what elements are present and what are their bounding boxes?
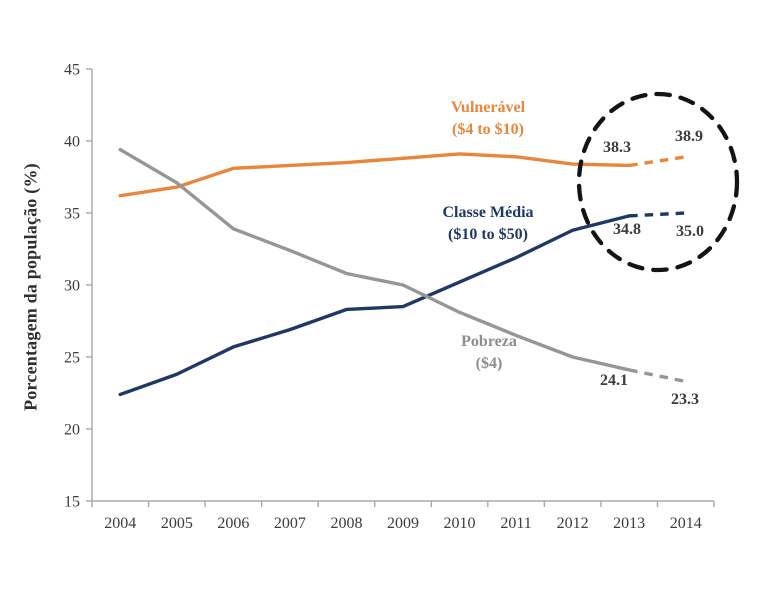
value-label-pobreza-2014: 23.3 [671,391,699,408]
x-tick-label: 2004 [104,515,136,532]
x-tick-label: 2007 [274,515,306,532]
series-projection-2 [628,368,687,384]
y-tick-label: 20 [64,422,80,439]
value-label-vulneravel-2013: 38.3 [603,139,631,156]
series-line-0 [118,152,631,198]
series-label-classe-media-name: Classe Média [442,204,534,221]
y-tick-label: 30 [64,278,80,295]
series-label-classe-media-range: ($10 to $50) [448,226,528,243]
series-line-1 [118,214,631,397]
series-label-classe-media: Classe Média ($10 to $50) [442,205,533,243]
series-label-vulneravel: Vulnerável ($4 to $10) [451,100,525,138]
value-label-classe-media-2014: 35.0 [676,223,704,240]
y-axis-title: Porcentagem da população (%) [20,163,41,411]
series-label-vulneravel-range: ($4 to $10) [452,121,524,138]
series-projection-1 [629,211,686,218]
series-label-pobreza-range: ($4) [475,355,503,372]
y-tick-label: 40 [64,134,80,151]
y-tick-label: 15 [64,494,80,511]
series-line-2 [118,147,631,372]
highlight-circle [576,91,740,273]
series-projection-0 [628,155,686,168]
series-label-vulneravel-name: Vulnerável [450,99,526,116]
value-label-pobreza-2013: 24.1 [600,372,628,389]
x-tick-label: 2013 [613,515,645,532]
y-tick-label: 45 [64,62,80,79]
x-tick-label: 2010 [444,515,476,532]
x-tick-label: 2008 [330,515,362,532]
y-tick-label: 35 [64,206,80,223]
x-tick-label: 2014 [670,515,702,532]
x-tick-label: 2006 [217,515,249,532]
x-tick-label: 2005 [161,515,193,532]
series-label-pobreza: Pobreza ($4) [461,334,517,372]
value-label-classe-media-2013: 34.8 [613,221,641,238]
series-label-pobreza-name: Pobreza [461,333,517,350]
y-tick-label: 25 [64,350,80,367]
x-tick-label: 2012 [557,515,589,532]
value-label-vulneravel-2014: 38.9 [675,128,703,145]
x-tick-label: 2009 [387,515,419,532]
x-tick-label: 2011 [500,515,531,532]
